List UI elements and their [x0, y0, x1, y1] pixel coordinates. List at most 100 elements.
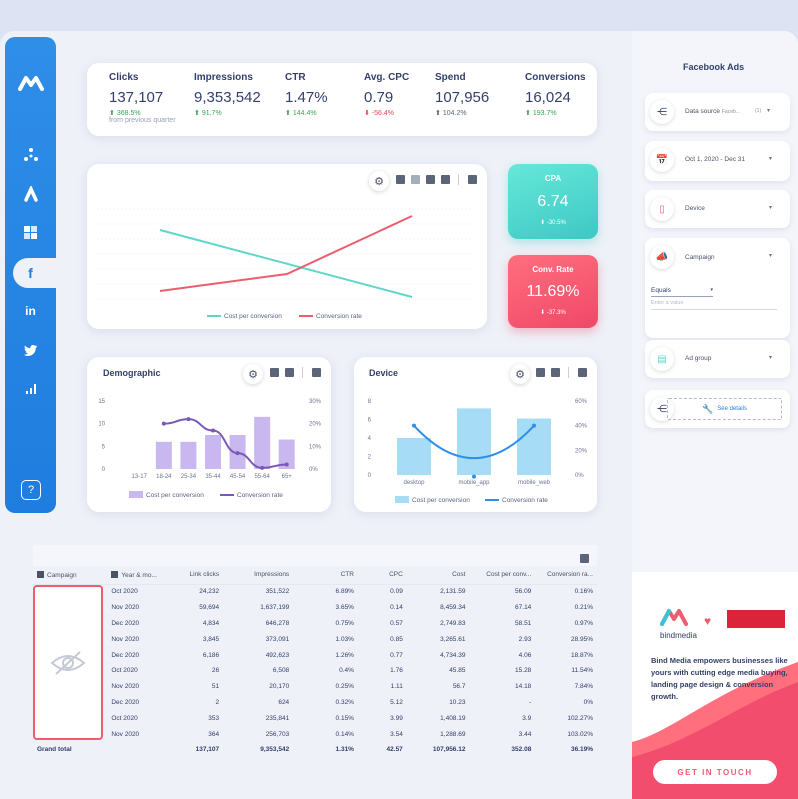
- table-header-strip: [33, 545, 597, 566]
- cpa-label: CPA: [544, 174, 562, 183]
- table-cell: 11.54%: [535, 662, 597, 680]
- equals-select[interactable]: Equals ▾: [651, 287, 713, 297]
- column-header[interactable]: Cost: [406, 566, 470, 585]
- x-tick-label: 13-17: [132, 474, 148, 480]
- column-header[interactable]: Year & mo...: [107, 566, 163, 585]
- table-row[interactable]: Nov 2020 3,845 373,091 1.03% 0.85 3,265.61 2.9…: [33, 631, 597, 648]
- demographic-title: Demographic: [103, 368, 161, 378]
- hidden-campaign-cell[interactable]: [33, 585, 103, 740]
- table-cell: 3.9: [469, 710, 536, 727]
- table-row[interactable]: Dec 2020 2 624 0.32% 5.12 10.23-0%: [33, 694, 597, 711]
- table-cell: 45.85: [406, 662, 470, 680]
- point: [284, 462, 289, 467]
- main-chart-card: ⚙ Cost per conversion Conversion rate: [87, 164, 487, 329]
- device-chart: 8 6 4 2 0 60% 40% 20% 0% desktop mobile_app mobile_…: [368, 399, 588, 504]
- column-header[interactable]: Link clicks: [162, 566, 224, 585]
- table-cell: 18.87%: [535, 647, 597, 664]
- help-icon[interactable]: ?: [21, 480, 41, 500]
- table-row[interactable]: Dec 2020 4,834 646,278 0.75% 0.57 2,749.83 58.…: [33, 615, 597, 632]
- table-cell: 0.57: [357, 615, 407, 632]
- table-toolbar-button[interactable]: [580, 554, 589, 563]
- twitter-icon[interactable]: [5, 338, 56, 362]
- share-icon: ⋲: [650, 100, 674, 124]
- device-filter-label: Device: [685, 205, 705, 212]
- see-details-button[interactable]: 🔧 See details: [667, 398, 782, 420]
- toolbar-button[interactable]: [411, 175, 420, 184]
- chevron-down-icon: ▾: [768, 355, 772, 361]
- x-tick-label: 18-24: [156, 474, 172, 480]
- toolbar-button[interactable]: [312, 368, 321, 377]
- settings-gear-icon[interactable]: ⚙: [243, 364, 263, 384]
- chevron-down-icon: ▾: [768, 205, 772, 211]
- toolbar-button[interactable]: [468, 175, 477, 184]
- table-row[interactable]: Nov 2020 364 256,703 0.14% 3.54 1,288.69 3.44 1…: [33, 726, 597, 743]
- column-header[interactable]: Conversion ra...: [535, 566, 597, 585]
- campaign-value-input[interactable]: Enter a value: [651, 300, 777, 310]
- table-cell: 56.09: [469, 584, 536, 601]
- toolbar-divider: [302, 367, 303, 378]
- date-range-filter[interactable]: 📅 Oct 1, 2020 - Dec 31 ▾: [645, 141, 790, 181]
- cpa-card: CPA 6.74 ⬇ -30.5%: [508, 164, 598, 239]
- logo-icon[interactable]: [5, 71, 56, 95]
- table-cell: 624: [223, 694, 294, 711]
- table-row[interactable]: Oct 2020 26 6,508 0.4% 1.76 45.85 15.28 11.54%: [33, 662, 597, 680]
- connections-icon[interactable]: [5, 143, 56, 167]
- toolbar-button[interactable]: [441, 175, 450, 184]
- get-in-touch-button[interactable]: GET IN TOUCH: [653, 760, 777, 784]
- table-row[interactable]: Oct 2020 24,232 351,522 6.89% 0.09 2,131.59 56…: [33, 584, 597, 601]
- toolbar-button[interactable]: [426, 175, 435, 184]
- data-table: Campaign Year & mo... Link clicks Impressio…: [33, 566, 597, 759]
- column-header[interactable]: Cost per conv...: [469, 566, 536, 585]
- datasource-filter[interactable]: ⋲ Data source Faceb... (1) ▾: [645, 93, 790, 131]
- toolbar-button[interactable]: [536, 368, 545, 377]
- cpa-change: ⬇ -30.5%: [540, 220, 566, 226]
- column-header[interactable]: Impressions: [223, 566, 294, 585]
- table-cell: 26: [162, 662, 224, 680]
- table-cell: 10.23: [406, 694, 470, 711]
- table-cell: 0.4%: [293, 662, 358, 680]
- table-cell: 6.89%: [293, 584, 358, 601]
- table-cell: 6,508: [223, 662, 294, 680]
- toolbar-button[interactable]: [285, 368, 294, 377]
- table-row[interactable]: Nov 2020 51 20,170 0.25% 1.11 56.7 14.18 7.84%: [33, 678, 597, 696]
- datasource-count: (1): [755, 108, 762, 114]
- table-cell: 0.77: [357, 647, 407, 664]
- table-cell: 28.95%: [535, 631, 597, 648]
- settings-gear-icon[interactable]: ⚙: [369, 171, 389, 191]
- table-row[interactable]: Dec 2020 6,186 492,623 1.26% 0.77 4,734.39 4.0…: [33, 647, 597, 664]
- kpi-impressions: Impressions 9,353,542 ⬆ 91.7%: [194, 72, 261, 117]
- toolbar-button[interactable]: [578, 368, 587, 377]
- facebook-icon[interactable]: f: [28, 265, 33, 281]
- bing-icon[interactable]: [5, 221, 56, 245]
- table-cell: -: [469, 694, 536, 711]
- table-cell: 2,749.83: [406, 615, 470, 632]
- column-header[interactable]: CTR: [293, 566, 358, 585]
- table-cell: 56.7: [406, 678, 470, 696]
- toolbar-button[interactable]: [270, 368, 279, 377]
- campaign-filter[interactable]: 📣 Campaign ▾ Equals ▾ Enter a value: [645, 238, 790, 338]
- table-row[interactable]: Oct 2020 353 235,841 0.15% 3.99 1,408.19 3.9 10…: [33, 710, 597, 727]
- sidebar-active-indicator: [13, 258, 59, 288]
- column-header[interactable]: CPC: [357, 566, 407, 585]
- point: [211, 428, 215, 433]
- device-card: Device ⚙ 8 6 4 2 0 60% 40% 20% 0% desktop mobile_a…: [354, 357, 597, 512]
- ad-group-label: Ad group: [685, 355, 712, 362]
- linkedin-icon[interactable]: in: [25, 304, 36, 318]
- y2-tick-label: 20%: [575, 448, 588, 454]
- google-ads-icon[interactable]: [5, 182, 56, 206]
- megaphone-icon: 📣: [650, 245, 674, 269]
- document-icon: ▤: [650, 347, 674, 371]
- settings-gear-icon[interactable]: ⚙: [510, 364, 530, 384]
- toolbar-button[interactable]: [551, 368, 560, 377]
- chevron-down-icon: ▾: [768, 253, 772, 259]
- analytics-icon[interactable]: [5, 377, 56, 401]
- table-row[interactable]: Nov 2020 59,694 1,637,199 3.65% 0.14 8,459.34…: [33, 599, 597, 617]
- table-cell: Dec 2020: [107, 694, 163, 711]
- line-chart: Cost per conversion Conversion rate: [97, 208, 472, 320]
- column-header[interactable]: Campaign: [33, 566, 108, 585]
- ad-group-filter[interactable]: ▤ Ad group ▾: [645, 340, 790, 378]
- kpi-conversions: Conversions 16,024 ⬆ 193.7%: [525, 72, 586, 117]
- device-filter[interactable]: ▯ Device ▾: [645, 190, 790, 228]
- toolbar-button[interactable]: [396, 175, 405, 184]
- kpi-value: 1.47%: [285, 89, 328, 106]
